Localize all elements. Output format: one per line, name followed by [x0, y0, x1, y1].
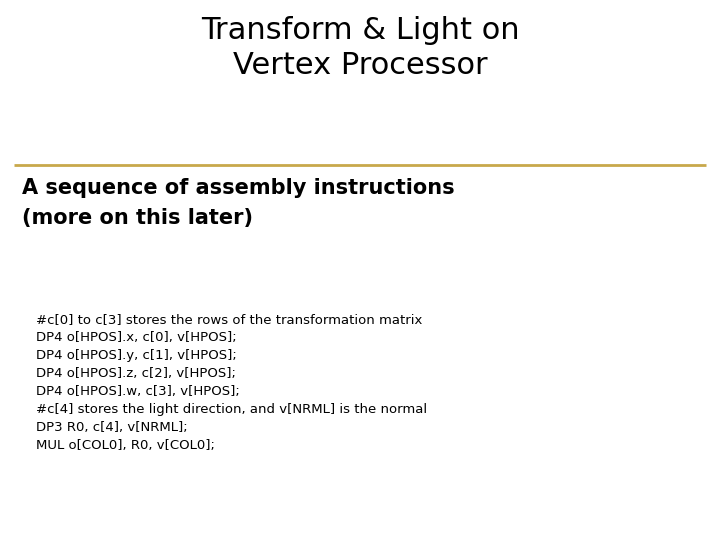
Text: #c[0] to c[3] stores the rows of the transformation matrix
DP4 o[HPOS].x, c[0], : #c[0] to c[3] stores the rows of the tra… [36, 313, 427, 452]
Text: Transform & Light on
Vertex Processor: Transform & Light on Vertex Processor [201, 16, 519, 80]
Text: A sequence of assembly instructions
(more on this later): A sequence of assembly instructions (mor… [22, 178, 454, 228]
